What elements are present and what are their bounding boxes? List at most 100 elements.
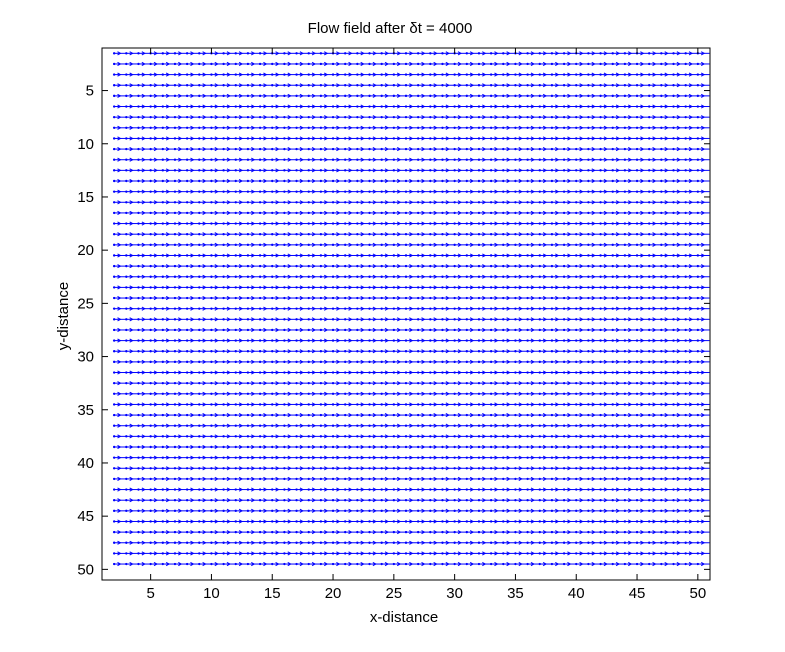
- flow-origin-point: [477, 179, 481, 183]
- flow-arrow-head: [518, 147, 523, 152]
- flow-origin-point: [587, 381, 590, 385]
- flow-arrow-head: [129, 242, 134, 247]
- flow-origin-point: [489, 264, 493, 268]
- flow-arrow-head: [275, 317, 280, 322]
- flow-arrow-head: [409, 402, 414, 407]
- flow-arrow-head: [384, 189, 390, 194]
- flow-origin-point: [210, 296, 213, 300]
- flow-origin-point: [161, 222, 164, 225]
- flow-arrow-head: [482, 381, 487, 386]
- flow-arrow-head: [129, 232, 134, 237]
- flow-origin-point: [587, 126, 590, 129]
- flow-origin-point: [198, 84, 201, 87]
- flow-origin-point: [319, 62, 323, 66]
- flow-origin-point: [246, 318, 250, 321]
- flow-arrow-head: [542, 285, 548, 290]
- flow-arrow-head: [409, 200, 414, 205]
- flow-origin-point: [429, 254, 432, 257]
- flow-arrow-head: [299, 83, 304, 88]
- flow-origin-point: [258, 211, 262, 215]
- flow-origin-point: [684, 137, 687, 140]
- flow-origin-point: [173, 233, 177, 236]
- flow-arrow-head: [591, 147, 596, 152]
- flow-arrow-head: [287, 168, 292, 173]
- flow-arrow-head: [299, 178, 304, 184]
- flow-arrow-head: [372, 168, 377, 173]
- flow-arrow-head: [311, 327, 317, 333]
- flow-origin-point: [356, 318, 359, 321]
- flow-origin-point: [234, 222, 237, 225]
- flow-origin-point: [137, 84, 140, 87]
- flow-arrow-head: [323, 285, 329, 290]
- flow-arrow-head: [542, 83, 548, 88]
- flow-arrow-head: [676, 168, 681, 173]
- flow-arrow-head: [202, 317, 207, 322]
- flow-arrow-head: [457, 168, 463, 173]
- flow-arrow-head: [567, 242, 572, 247]
- flow-arrow-head: [178, 242, 183, 247]
- flow-arrow-head: [421, 93, 426, 98]
- flow-origin-point: [611, 137, 614, 140]
- flow-arrow-head: [469, 359, 475, 364]
- flow-origin-point: [611, 381, 614, 385]
- flow-origin-point: [648, 296, 651, 300]
- flow-arrow-head: [530, 253, 536, 258]
- flow-origin-point: [198, 52, 201, 55]
- flow-arrow-head: [567, 274, 572, 279]
- flow-arrow-head: [226, 83, 232, 88]
- flow-origin-point: [404, 307, 408, 310]
- flow-origin-point: [112, 339, 116, 342]
- flow-arrow-head: [141, 349, 146, 354]
- flow-origin-point: [331, 307, 335, 310]
- flow-origin-point: [246, 137, 250, 140]
- flow-arrow-head: [579, 242, 584, 247]
- flow-arrow-head: [579, 327, 584, 333]
- flow-arrow-head: [676, 370, 681, 375]
- flow-origin-point: [185, 360, 189, 364]
- flow-arrow-head: [117, 61, 122, 67]
- flow-arrow-head: [506, 402, 511, 407]
- flow-origin-point: [210, 328, 213, 332]
- flow-origin-point: [368, 147, 371, 151]
- flow-origin-point: [368, 275, 371, 278]
- flow-arrow-head: [299, 210, 304, 215]
- flow-origin-point: [185, 307, 189, 310]
- flow-origin-point: [489, 137, 493, 140]
- quiver-row: [112, 61, 710, 67]
- flow-arrow-head: [676, 83, 681, 88]
- flow-arrow-head: [226, 93, 232, 98]
- flow-arrow-head: [360, 157, 365, 162]
- flow-arrow-head: [555, 381, 560, 386]
- flow-arrow-head: [275, 83, 280, 88]
- flow-arrow-head: [542, 61, 548, 67]
- flow-arrow-head: [640, 178, 645, 184]
- flow-origin-point: [465, 371, 468, 374]
- flow-origin-point: [198, 211, 201, 215]
- flow-origin-point: [453, 190, 456, 193]
- flow-origin-point: [404, 318, 408, 321]
- flow-origin-point: [344, 62, 347, 66]
- flow-origin-point: [587, 222, 590, 225]
- flow-origin-point: [331, 275, 335, 278]
- flow-origin-point: [477, 52, 481, 55]
- flow-arrow-head: [178, 274, 183, 279]
- flow-arrow-head: [469, 295, 475, 301]
- flow-origin-point: [356, 371, 359, 374]
- flow-arrow-head: [311, 115, 317, 120]
- flow-origin-point: [441, 254, 444, 257]
- flow-arrow-head: [494, 115, 499, 120]
- flow-arrow-head: [640, 381, 645, 386]
- flow-origin-point: [441, 190, 444, 193]
- flow-arrow-head: [518, 136, 523, 141]
- flow-origin-point: [502, 360, 505, 364]
- flow-origin-point: [344, 275, 347, 278]
- flow-origin-point: [149, 264, 152, 268]
- flow-origin-point: [149, 275, 152, 278]
- flow-origin-point: [125, 52, 128, 55]
- flow-arrow-head: [202, 147, 207, 152]
- flow-origin-point: [234, 211, 237, 215]
- flow-arrow-head: [640, 221, 645, 226]
- flow-origin-point: [185, 254, 189, 257]
- flow-origin-point: [173, 94, 177, 98]
- flow-arrow-head: [457, 285, 463, 290]
